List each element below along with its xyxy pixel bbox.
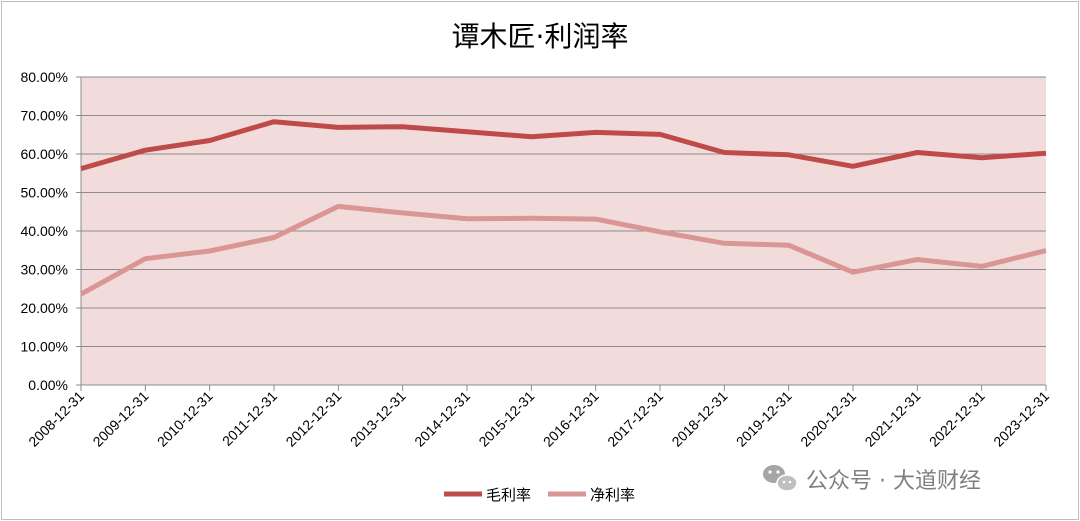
x-axis-tick-labels: 2008-12-31 2009-12-31 2010-12-31 2011-12-31… [25, 388, 1052, 450]
x-tick-label: 2008-12-31 [25, 388, 87, 450]
gridlines [76, 76, 1046, 386]
x-tick-label: 2010-12-31 [154, 388, 216, 450]
x-tick-label: 2019-12-31 [733, 388, 795, 450]
x-tick-label: 2009-12-31 [89, 388, 151, 450]
x-tick-label: 2018-12-31 [668, 388, 730, 450]
y-axis-tick-labels: 0.00% 10.00% 20.00% 30.00% 40.00% 50.00% 60.00… [21, 69, 68, 393]
series-line-1 [80, 119, 1047, 172]
x-tick-label: 2012-12-31 [282, 388, 344, 450]
x-tick-label: 2011-12-31 [219, 388, 280, 449]
y-tick-label: 10.00% [21, 339, 68, 355]
x-tick-label: 2014-12-31 [411, 388, 473, 450]
watermark: 公众号 · 大道财经 [763, 465, 981, 494]
x-tick-label: 2022-12-31 [926, 388, 988, 450]
wechat-icon [763, 465, 798, 492]
y-tick-label: 60.00% [21, 146, 68, 162]
y-tick-label: 40.00% [21, 223, 68, 239]
legend-label: 净利率 [590, 486, 635, 504]
x-tick-label: 2013-12-31 [347, 388, 409, 450]
watermark-text: 公众号 · 大道财经 [806, 469, 981, 494]
y-tick-label: 20.00% [21, 300, 68, 316]
y-tick-label: 70.00% [21, 108, 68, 124]
chart-title: 谭木匠·利润率 [452, 20, 629, 53]
x-tick-label: 2016-12-31 [540, 388, 602, 450]
x-tick-label: 2017-12-31 [604, 388, 666, 450]
legend: 毛利率 净利率 [444, 486, 635, 504]
x-tick-label: 2015-12-31 [475, 388, 537, 450]
y-tick-label: 80.00% [21, 69, 68, 85]
series-lines [79, 119, 1047, 297]
x-tick-label: 2020-12-31 [797, 388, 859, 450]
x-tick-label: 2021-12-31 [861, 388, 923, 450]
legend-label: 毛利率 [486, 486, 531, 504]
y-tick-label: 30.00% [21, 262, 68, 278]
y-tick-label: 0.00% [28, 377, 68, 393]
y-tick-label: 50.00% [21, 185, 68, 201]
series-line-2 [79, 203, 1047, 297]
axes [80, 77, 1047, 391]
x-tick-label: 2023-12-31 [990, 388, 1052, 450]
